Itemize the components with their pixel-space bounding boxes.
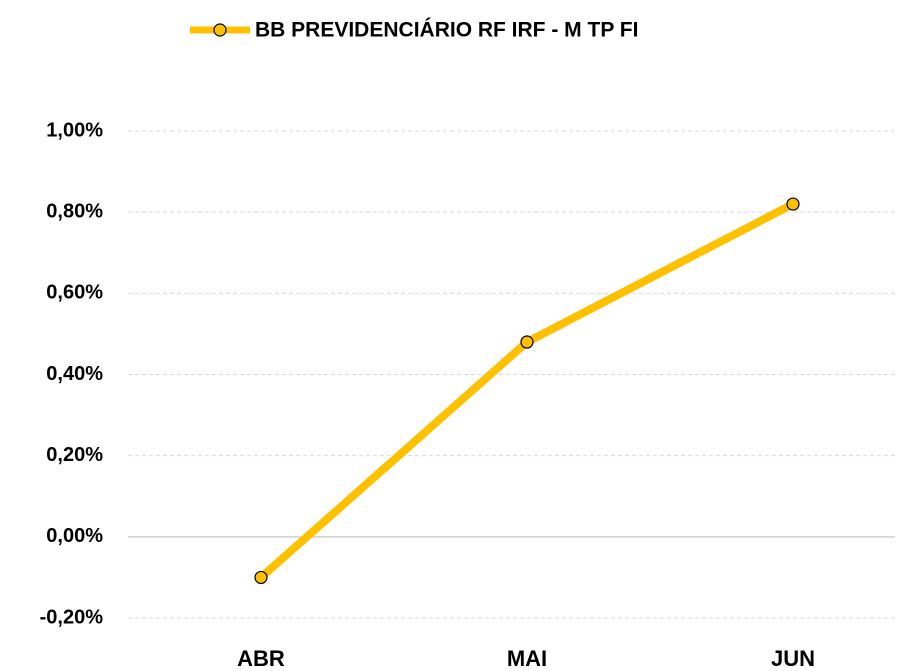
y-tick-label: 0,40% bbox=[46, 363, 103, 385]
x-tick-label: JUN bbox=[771, 646, 815, 671]
series-line bbox=[258, 200, 795, 581]
legend-marker bbox=[213, 23, 227, 37]
legend: BB PREVIDENCIÁRIO RF IRF - M TP FI bbox=[190, 19, 638, 42]
y-tick-label: 1,00% bbox=[46, 119, 103, 141]
x-tick-label: MAI bbox=[507, 646, 547, 671]
y-tick-label: -0,20% bbox=[40, 606, 104, 628]
y-tick-label: 0,80% bbox=[46, 200, 103, 222]
data-point bbox=[520, 335, 534, 349]
legend-label: BB PREVIDENCIÁRIO RF IRF - M TP FI bbox=[255, 19, 638, 42]
y-tick-label: 0,00% bbox=[46, 525, 103, 547]
x-tick-label: ABR bbox=[237, 646, 285, 671]
data-point bbox=[786, 197, 800, 211]
y-tick-label: 0,60% bbox=[46, 282, 103, 304]
data-point bbox=[254, 570, 268, 585]
y-tick-label: 0,20% bbox=[46, 444, 103, 466]
